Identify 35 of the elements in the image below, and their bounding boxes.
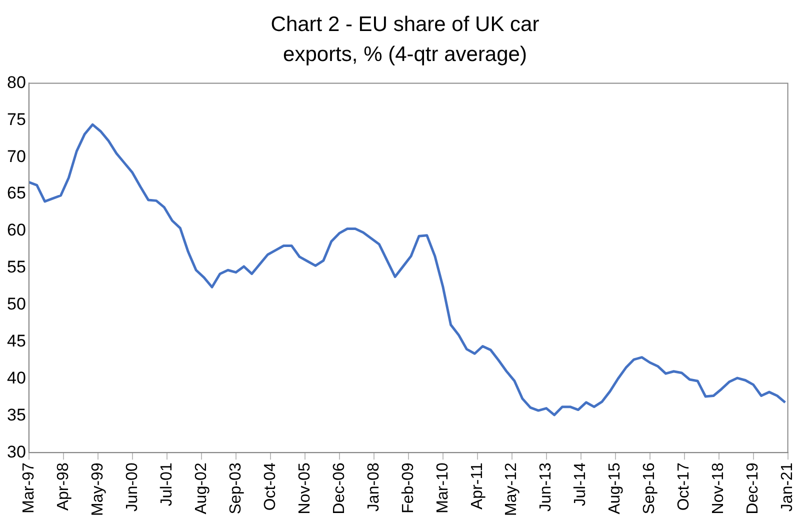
x-tick-label: May-12 [503, 462, 520, 516]
x-tick-label: Sep-03 [227, 462, 244, 514]
y-tick-label: 75 [6, 110, 26, 129]
x-tick-label: Mar-10 [434, 462, 452, 514]
chart-title: Chart 2 - EU share of UK car exports, % (4-qtr average) [270, 12, 540, 68]
x-tick-label: Jul-14 [572, 462, 590, 506]
x-tick-label: Jan-08 [365, 462, 382, 512]
x-tick-label: Sep-16 [641, 462, 658, 514]
x-tick-label: Apr-98 [54, 462, 72, 511]
x-tick-label: May-99 [89, 462, 106, 516]
x-tick-label: Jun-13 [538, 462, 555, 512]
y-tick-label: 70 [6, 146, 26, 166]
y-tick-label: 35 [6, 405, 26, 424]
x-tick-label: Oct-04 [262, 462, 279, 511]
x-tick-label: Nov-18 [710, 462, 728, 514]
x-tick-label: Mar-97 [20, 462, 38, 514]
x-tick-label: Jul-01 [158, 462, 176, 506]
y-tick-label: 40 [6, 368, 26, 388]
y-tick-label: 55 [6, 258, 26, 277]
y-tick-label: 30 [6, 442, 26, 462]
y-tick-label: 50 [6, 294, 26, 314]
x-tick-label: Jun-00 [124, 462, 141, 512]
x-tick-label: Oct-17 [676, 462, 693, 511]
x-tick-label: Apr-11 [468, 462, 486, 510]
x-tick-label: Dec-19 [744, 462, 762, 514]
y-tick-label: 80 [6, 72, 26, 92]
x-tick-label: Nov-05 [296, 462, 314, 514]
x-tick-label: Aug-02 [192, 462, 210, 514]
x-tick-label: Feb-09 [400, 462, 417, 514]
x-tick-label: Jan-21 [779, 462, 796, 512]
x-tick-label: Aug-15 [606, 462, 624, 514]
y-tick-label: 65 [6, 184, 26, 203]
y-tick-label: 45 [6, 332, 26, 350]
y-tick-label: 60 [6, 220, 26, 240]
x-tick-label: Dec-06 [330, 462, 348, 514]
